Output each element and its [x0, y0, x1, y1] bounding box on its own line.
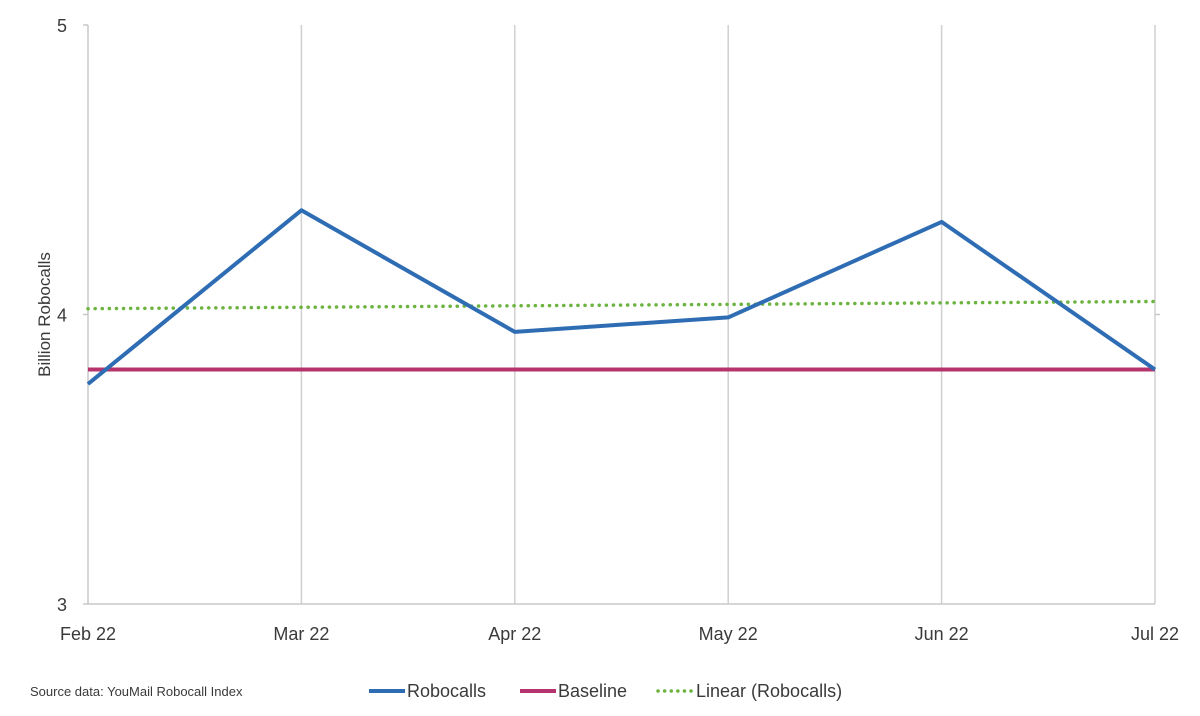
x-tick-label: Jul 22: [1131, 624, 1179, 644]
y-tick-label: 3: [57, 595, 67, 615]
x-tick-label: Jun 22: [915, 624, 969, 644]
legend-label-baseline: Baseline: [558, 681, 627, 701]
series-line-linear-robocalls: [86, 299, 1157, 311]
legend-label-linear-robocalls: Linear (Robocalls): [696, 681, 842, 701]
series-lines: [86, 208, 1157, 386]
x-tick-label: May 22: [699, 624, 758, 644]
x-tick-labels: Feb 22 Mar 22 Apr 22 May 22 Jun 22 Jul 22: [60, 624, 1179, 644]
legend-label-robocalls: Robocalls: [407, 681, 486, 701]
legend: Robocalls Baseline Linear (Robocalls): [369, 681, 842, 701]
y-tick-label: 4: [57, 306, 67, 326]
axes: [83, 24, 1160, 605]
y-tick-labels: 3 4 5: [57, 16, 67, 615]
y-tick-label: 5: [57, 16, 67, 36]
y-axis-title: Billion Robocalls: [35, 252, 54, 377]
x-tick-label: Feb 22: [60, 624, 116, 644]
series-line-robocalls: [86, 208, 1157, 386]
source-note: Source data: YouMail Robocall Index: [30, 684, 243, 699]
grid-lines: [300, 25, 1156, 604]
x-tick-label: Mar 22: [273, 624, 329, 644]
x-tick-label: Apr 22: [488, 624, 541, 644]
